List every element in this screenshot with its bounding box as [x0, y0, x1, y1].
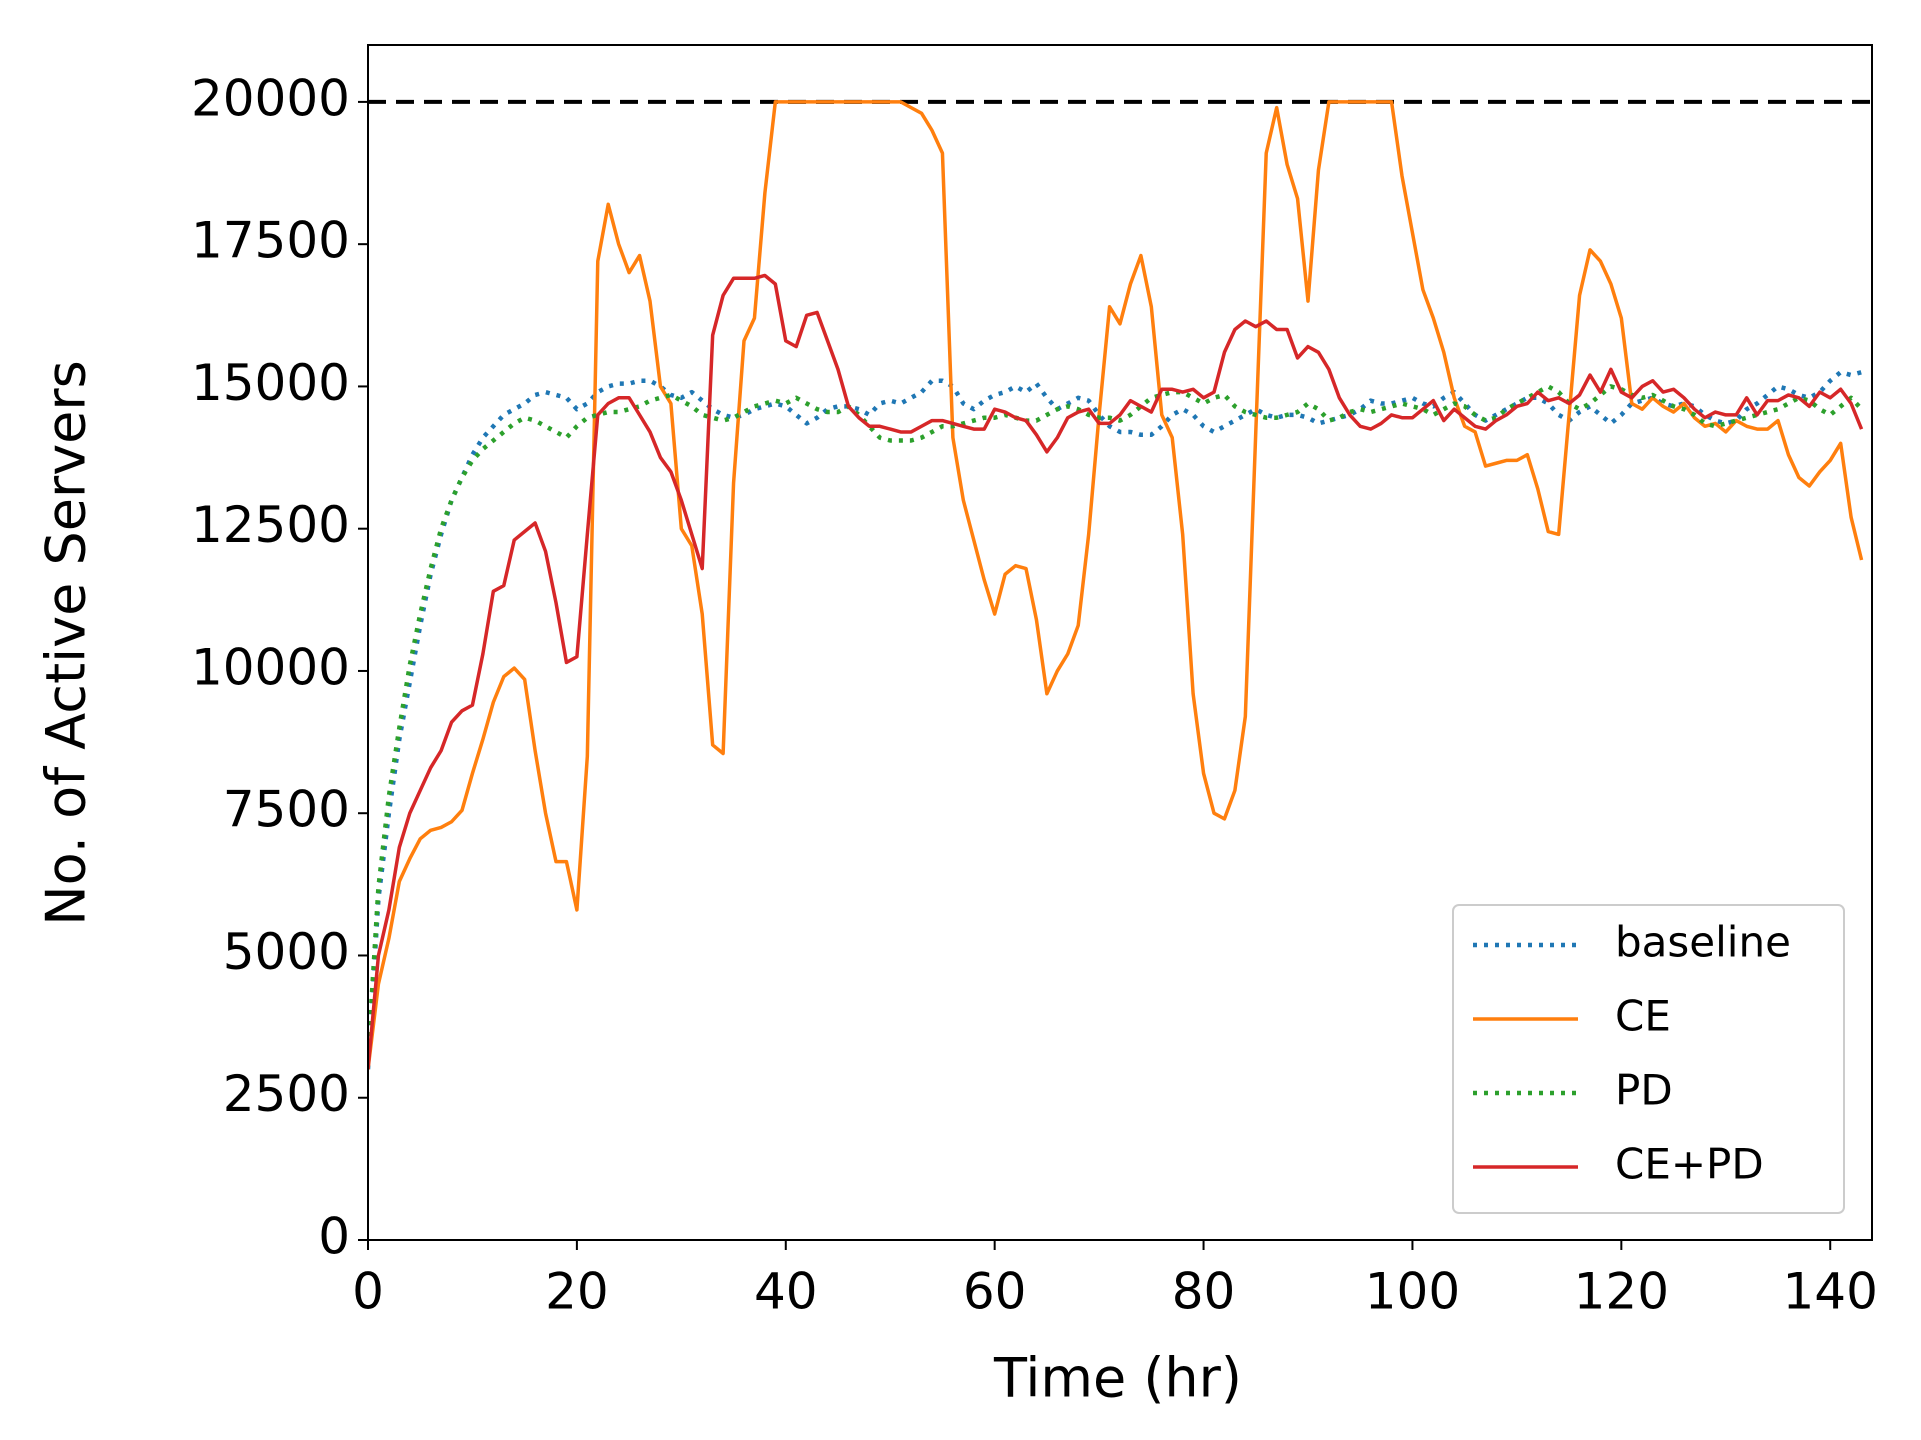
- legend-label: baseline: [1615, 918, 1791, 967]
- x-tick-label: 140: [1783, 1263, 1878, 1321]
- series-line: [368, 273, 1864, 1070]
- x-tick-label: 20: [545, 1263, 609, 1321]
- x-tick-label: 60: [963, 1263, 1027, 1321]
- series-line: [368, 100, 1864, 1070]
- x-tick-label: 120: [1574, 1263, 1669, 1321]
- x-tick-label: 0: [352, 1263, 384, 1321]
- legend-box: [1452, 904, 1845, 1214]
- legend-label: PD: [1615, 1066, 1673, 1115]
- y-tick-label: 5000: [223, 923, 350, 981]
- y-axis-label: No. of Active Servers: [35, 360, 98, 925]
- y-tick-label: 20000: [191, 69, 350, 127]
- y-tick-label: 12500: [191, 496, 350, 554]
- series-line: [368, 384, 1864, 1059]
- x-axis-label: Time (hr): [993, 1347, 1242, 1410]
- x-tick-label: 40: [754, 1263, 818, 1321]
- y-tick-label: 15000: [191, 354, 350, 412]
- y-tick-label: 10000: [191, 638, 350, 696]
- x-tick-label: 80: [1172, 1263, 1236, 1321]
- legend-label: CE+PD: [1615, 1140, 1764, 1189]
- x-tick-label: 100: [1365, 1263, 1460, 1321]
- y-tick-label: 0: [318, 1208, 350, 1266]
- legend-label: CE: [1615, 992, 1671, 1041]
- y-tick-label: 2500: [223, 1065, 350, 1123]
- legend: baseline CE PD CE+PD: [1452, 904, 1845, 1214]
- plot-area: [368, 99, 1872, 1070]
- axes-frame: [367, 44, 1873, 1241]
- y-tick-label: 7500: [223, 781, 350, 839]
- series-line: [368, 369, 1863, 1070]
- y-tick-label: 17500: [191, 212, 350, 270]
